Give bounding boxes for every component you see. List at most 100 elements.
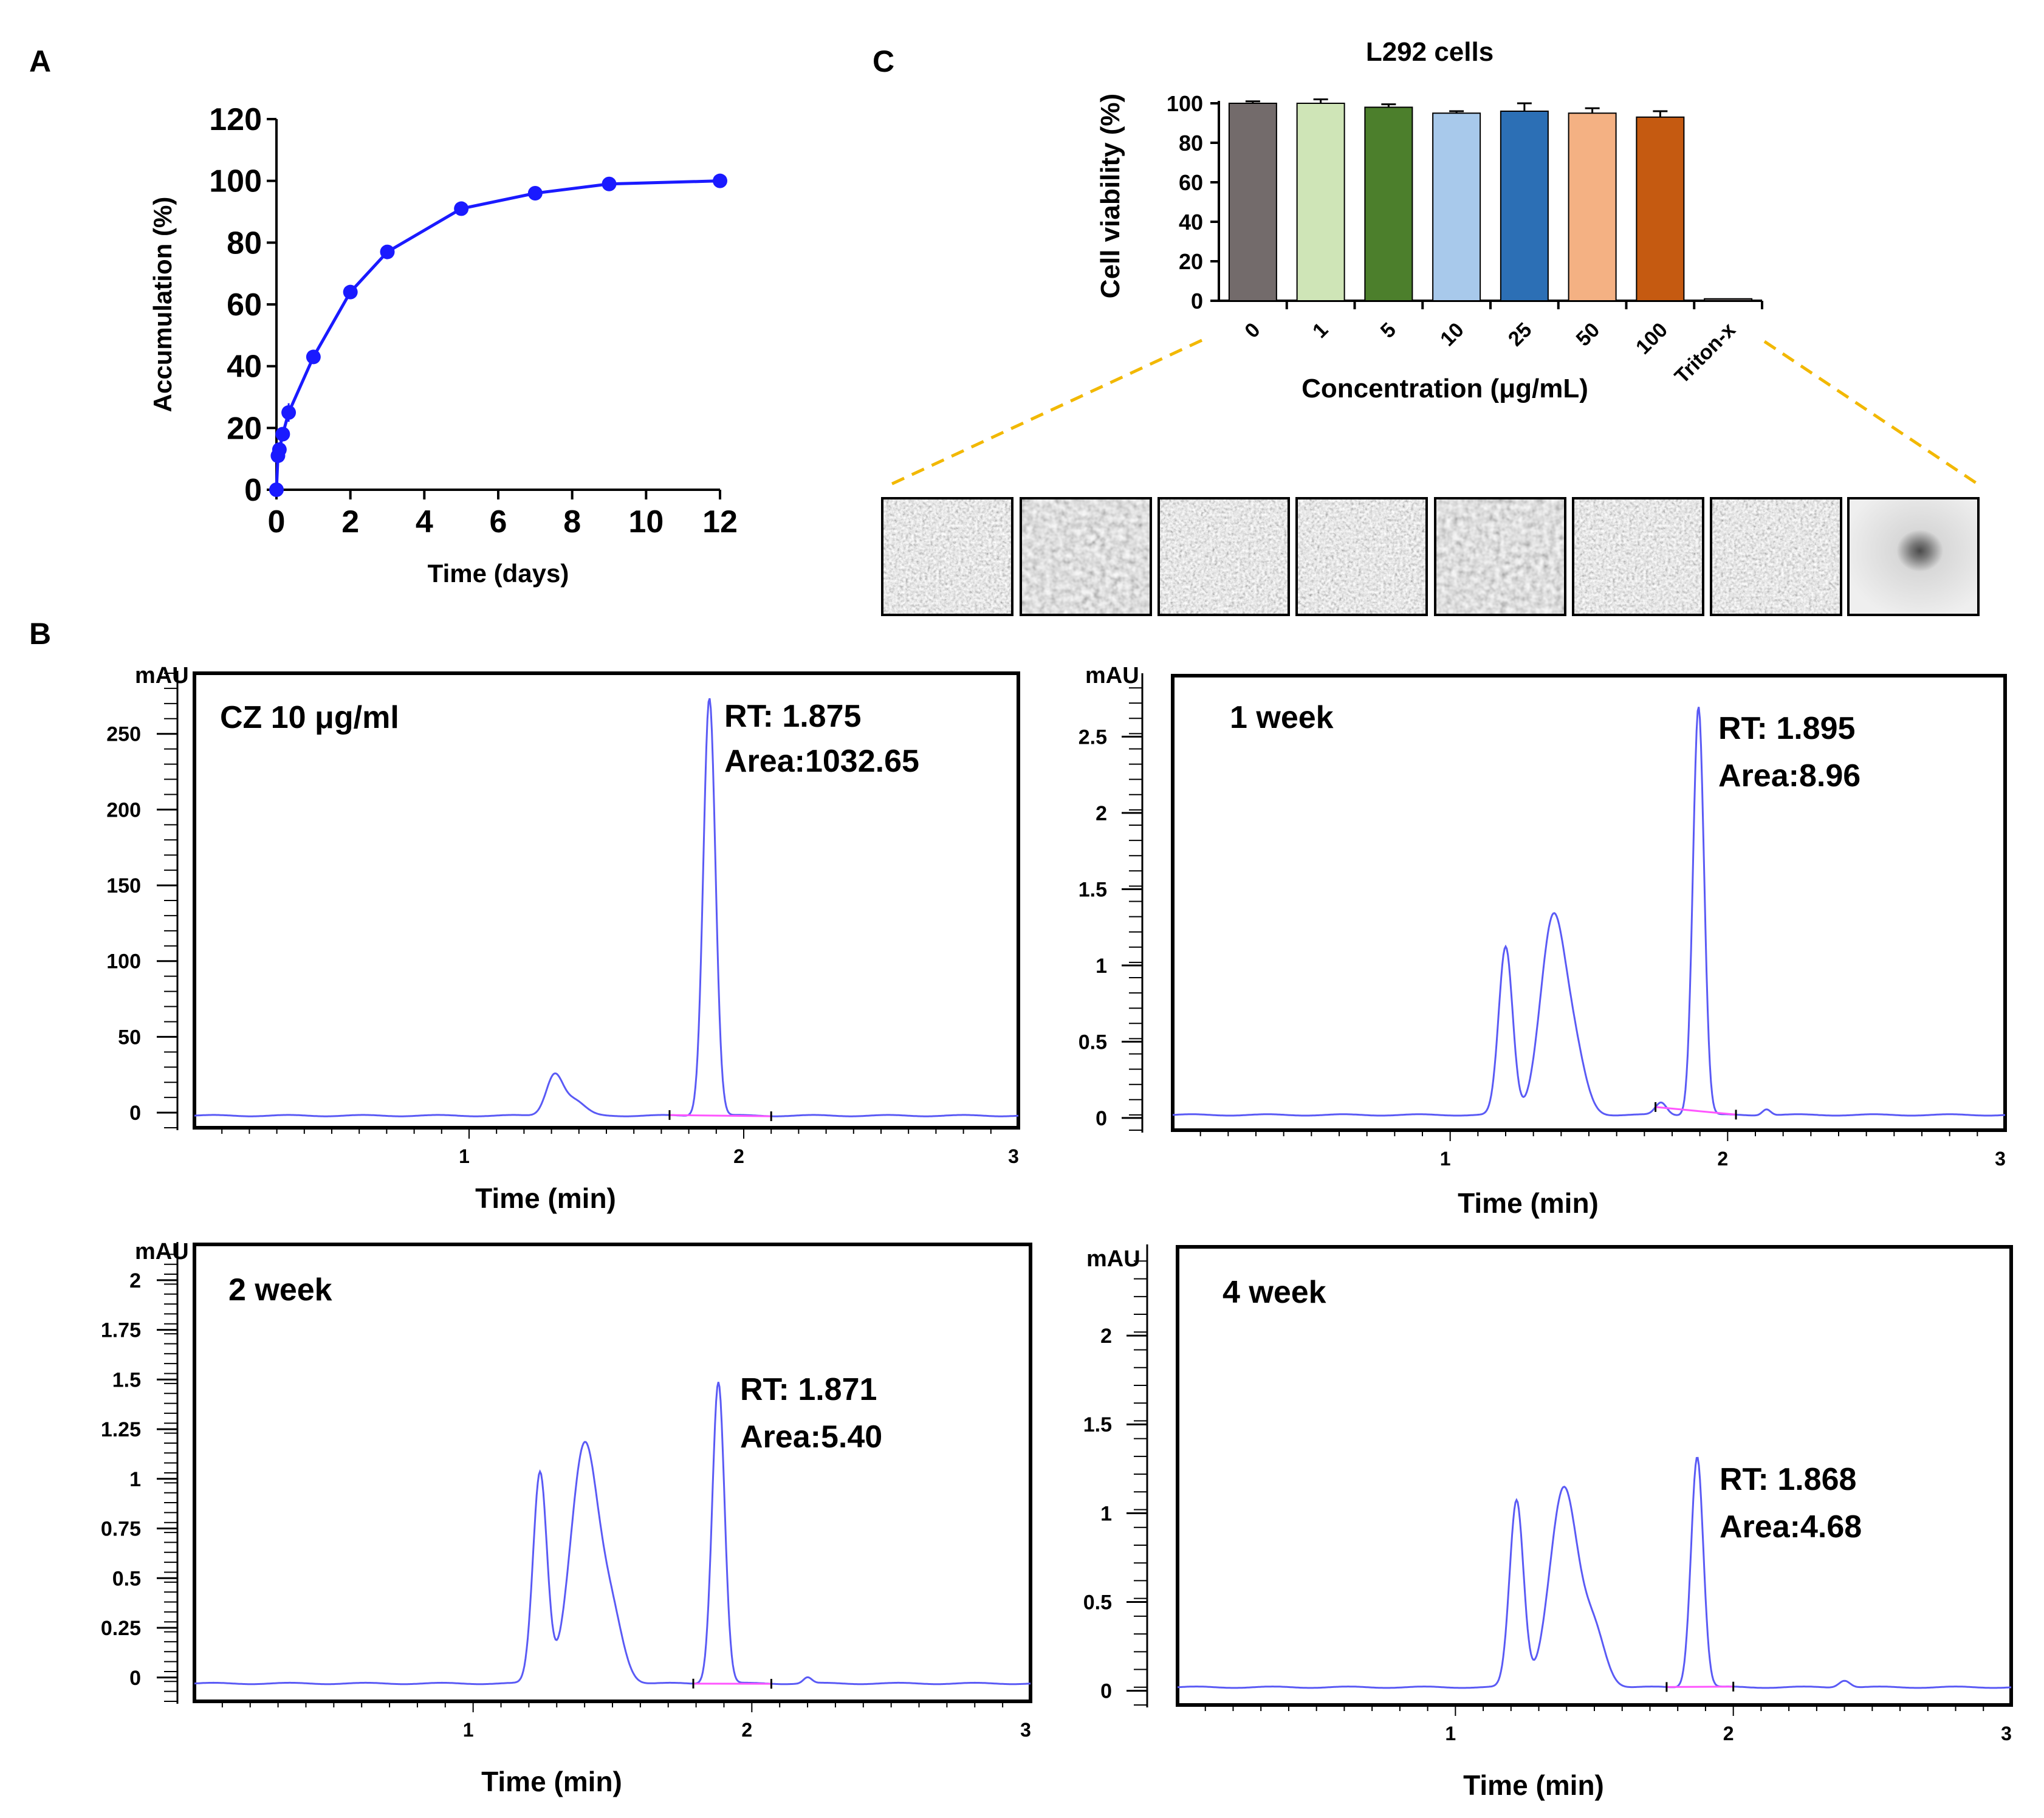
y-tick-label: 40 [1179,210,1203,235]
y-tick-label: 100 [1167,91,1203,116]
sample-label: 2 week [228,1272,332,1308]
data-point [713,173,727,188]
integration-baseline [1655,1106,1737,1116]
plot-frame [193,671,1020,1130]
x-tick-label: 1 [459,1145,470,1167]
y-tick-label: 1.75 [101,1319,141,1342]
x-tick-label: Triton-x [1670,318,1740,388]
chromatogram-trace [194,1382,1031,1686]
data-point [527,186,543,201]
x-tick-label: 2 [733,1145,744,1167]
x-tick-label: 3 [1008,1145,1019,1167]
chromatogram-week1: 0 0.5 1 1.5 2 2.5 mAU 1 2 3 Time (min) 1 week RT: 1.… [1079,663,2007,1219]
micrograph-image [1848,498,1978,615]
peak-area-label: Area:5.40 [740,1419,882,1455]
panel-label-b: B [29,617,51,651]
data-point [269,482,284,497]
y-tick-label: 0.5 [1083,1591,1112,1614]
x-tick-label: 1 [463,1719,474,1741]
peak-area-label: Area:4.68 [1720,1509,1862,1545]
y-tick-label: 50 [118,1026,141,1049]
bar [1636,116,1685,301]
sample-label: 1 week [1230,700,1334,735]
micrograph-frame [881,497,1013,616]
x-tick-label: 4 [416,504,433,540]
x-tick-label: 50 [1572,318,1605,351]
plot-frame [1176,1245,2013,1707]
micrograph-image [1159,498,1289,615]
sample-label: CZ 10 μg/ml [220,700,399,735]
y-tick-label: 20 [1179,249,1203,274]
y-tick-label: 0 [129,1667,141,1690]
y-tick-label: 0 [1096,1107,1107,1130]
x-tick-label: 1 [1445,1723,1456,1744]
peak-area-label: Area:1032.65 [724,744,919,779]
x-tick-label: 100 [1631,318,1672,359]
x-tick-label: 2 [341,504,359,540]
micrograph-image [1435,498,1565,615]
y-tick-label: 60 [227,287,262,323]
micrograph-strip [881,497,1980,616]
y-tick-label: 80 [227,225,262,261]
y-tick-label: 250 [106,723,141,746]
y-tick-label: 0 [1191,289,1203,314]
x-tick-label: 0 [1240,318,1264,343]
x-tick-label: 3 [2001,1723,2012,1744]
y-tick-label: 0 [129,1102,141,1125]
y-tick-label: 80 [1179,131,1203,156]
bar [1568,112,1617,301]
x-tick-label: 1 [1440,1148,1451,1170]
micrograph-frame [1434,497,1566,616]
y-tick-label: 1.25 [101,1418,141,1441]
panel-label-a: A [29,44,51,78]
integration-baseline [669,1114,772,1117]
y-axis-unit: mAU [1086,1246,1140,1272]
y-axis-unit: mAU [1085,663,1139,688]
panel-label-c: C [873,44,894,78]
sample-label: 4 week [1223,1275,1326,1310]
y-tick-label: 2 [1100,1325,1112,1348]
retention-time-label: RT: 1.868 [1720,1462,1856,1497]
y-tick-label: 100 [106,950,141,973]
data-point [306,349,321,365]
micrograph-image [1711,498,1841,615]
y-tick-label: 20 [227,411,262,446]
y-tick-label: 1 [129,1468,141,1491]
y-tick-label: 200 [106,798,141,822]
retention-time-label: RT: 1.895 [1718,711,1855,746]
x-tick-label: 8 [563,504,581,540]
x-tick-label: 2 [1717,1148,1728,1170]
x-tick-label: 2 [1723,1723,1734,1744]
micrograph-frame [1295,497,1428,616]
plot-frame [193,1243,1032,1703]
x-axis-label: Time (min) [481,1766,622,1797]
y-tick-label: 2 [129,1269,141,1292]
x-tick-label: 12 [702,504,738,540]
y-tick-label: 100 [209,164,262,199]
y-tick-label: 2 [1096,802,1107,825]
data-point [602,176,617,191]
bar [1432,112,1481,301]
data-point [380,244,395,259]
x-tick-label: 3 [1995,1148,2006,1170]
y-tick-label: 0 [1100,1680,1112,1703]
x-tick-label: 10 [628,504,664,540]
data-series-line [275,179,721,490]
y-tick-label: 1.5 [112,1368,141,1391]
data-point [275,427,290,442]
x-tick-label: 25 [1504,318,1537,351]
y-tick-label: 1.5 [1083,1413,1112,1436]
chromatogram-cz10: 0 50 100 150 200 250 mAU 1 2 3 Time (min) CZ 10 μg/… [106,663,1020,1214]
bar [1364,106,1413,301]
y-tick-label: 0.25 [101,1617,141,1640]
peak-area-label: Area:8.96 [1718,758,1861,794]
connector-right [1763,340,1982,488]
micrograph-image [1573,498,1703,615]
y-axis-unit: mAU [135,663,189,688]
bar [1228,103,1277,301]
y-tick-label: 1.5 [1079,878,1107,901]
micrograph-image [1297,498,1427,615]
micrograph-frame [1157,497,1290,616]
